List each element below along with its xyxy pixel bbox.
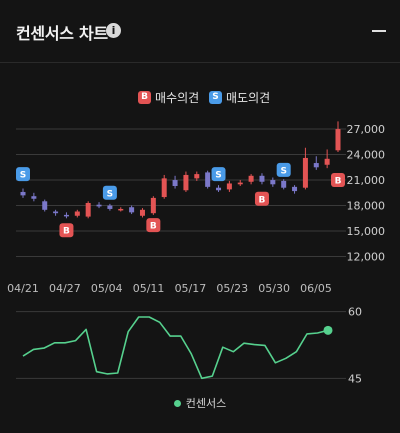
- card-title: 컨센서스 차트: [16, 24, 108, 43]
- consensus-last-point: [323, 325, 333, 335]
- candle-body: [139, 209, 145, 216]
- candle-body: [53, 211, 59, 214]
- sell-signal-label: S: [20, 171, 26, 181]
- candle-body: [216, 187, 222, 191]
- line-legend-label: 컨센서스: [185, 397, 227, 410]
- y-tick-label: 21,000: [347, 174, 386, 187]
- x-tick-label: 05/30: [258, 282, 290, 295]
- card-header: 컨센서스 차트 i: [0, 0, 400, 63]
- buy-signal-badge: [146, 218, 161, 233]
- x-tick-label: 04/27: [49, 282, 81, 295]
- line-legend[interactable]: 컨센서스: [0, 395, 400, 411]
- sell-signal-label: S: [215, 171, 221, 181]
- candle-body: [129, 207, 135, 213]
- candle-body: [313, 163, 319, 168]
- y-tick-label: 24,000: [347, 149, 386, 162]
- buy-signal-label: B: [63, 227, 70, 237]
- candle-body: [302, 157, 308, 188]
- y-tick-label: 18,000: [347, 200, 386, 213]
- candle-body: [183, 174, 189, 191]
- x-tick-label: 05/11: [133, 282, 165, 295]
- buy-signal-label: B: [335, 177, 342, 187]
- candle-body: [335, 129, 341, 151]
- candle-body: [270, 180, 276, 185]
- candle-body: [118, 208, 124, 211]
- sell-signal-badge: [102, 185, 117, 200]
- candle-body: [172, 180, 178, 186]
- legend-sell-label: 매도의견: [226, 91, 271, 105]
- legend-sell[interactable]: S 매도의견: [209, 90, 270, 106]
- y-tick-label: 45: [348, 372, 362, 385]
- candle-body: [31, 196, 37, 199]
- x-tick-label: 06/05: [300, 282, 332, 295]
- info-icon[interactable]: i: [106, 23, 121, 38]
- buy-signal-label: B: [150, 222, 157, 232]
- consensus-dot-icon: [173, 399, 181, 407]
- legend-buy[interactable]: B 매수의견: [138, 90, 199, 106]
- y-tick-label: 15,000: [347, 225, 386, 238]
- minimize-icon[interactable]: [372, 30, 386, 32]
- buy-badge-icon: B: [138, 91, 151, 104]
- candle-body: [259, 175, 265, 182]
- candle-body: [161, 178, 167, 198]
- sell-signal-label: S: [280, 166, 286, 176]
- candle-body: [96, 204, 102, 207]
- candle-body: [292, 186, 298, 192]
- candle-body: [324, 158, 330, 165]
- candle-body: [150, 197, 156, 214]
- candle-body: [194, 174, 200, 179]
- legend-buy-label: 매수의견: [155, 91, 200, 105]
- buy-signal-badge: [59, 223, 74, 238]
- candle-body: [42, 201, 48, 210]
- candle-body: [226, 183, 232, 190]
- signal-legend: B 매수의견 S 매도의견: [0, 90, 400, 106]
- sell-signal-badge: [211, 167, 226, 182]
- sell-signal-badge: [16, 167, 30, 182]
- sell-signal-badge: [276, 162, 291, 177]
- buy-signal-badge: [254, 191, 269, 206]
- x-tick-label: 05/04: [91, 282, 123, 295]
- candle-body: [281, 180, 287, 188]
- x-tick-label: 05/23: [216, 282, 248, 295]
- x-tick-label: 05/17: [175, 282, 207, 295]
- candle-body: [74, 211, 80, 216]
- buy-signal-label: B: [259, 195, 266, 205]
- buy-signal-badge: [331, 173, 345, 188]
- candle-body: [205, 172, 211, 187]
- candle-body: [248, 175, 254, 182]
- sell-signal-label: S: [107, 189, 113, 199]
- candle-body: [107, 205, 113, 209]
- consensus-line: [22, 316, 329, 380]
- x-tick-label: 04/21: [7, 282, 39, 295]
- candle-body: [63, 214, 69, 217]
- candle-body: [20, 191, 26, 196]
- y-tick-label: 12,000: [347, 251, 386, 264]
- candle-body: [237, 182, 243, 185]
- candle-body: [85, 203, 91, 217]
- y-tick-label: 60: [348, 306, 362, 319]
- sell-badge-icon: S: [209, 91, 222, 104]
- y-tick-label: 27,000: [347, 123, 386, 136]
